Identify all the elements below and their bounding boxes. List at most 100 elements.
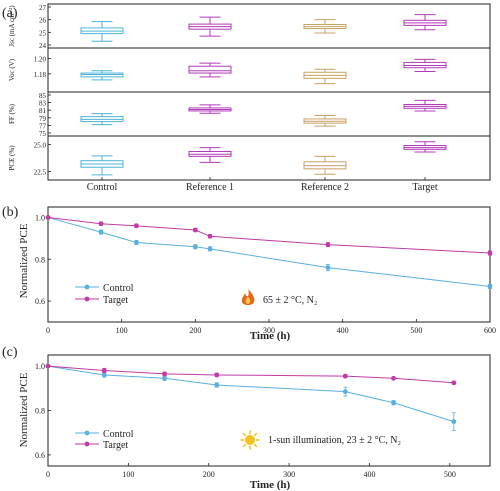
category-label-reference-1: Reference 1 (186, 182, 234, 193)
data-point-control (162, 375, 167, 381)
panel-b-xlabel: Time (h) (250, 330, 291, 342)
subplot-ylabel: Jsc (mA cm⁻²) (8, 5, 16, 47)
legend-marker-target (84, 441, 90, 447)
panel-c-line-chart: 0 100 200 300 400 500 0.6 0.8 1.0 (35, 354, 491, 479)
subplot-ylabel: PCE (%) (8, 145, 16, 171)
y-tick-label: 25.0 (34, 141, 47, 149)
legend-marker-target (84, 296, 90, 302)
x-tick-label: 300 (263, 326, 275, 335)
data-point-target (101, 368, 107, 373)
sun-ray (253, 443, 258, 448)
data-point-target (391, 375, 396, 381)
y-tick-label: 27 (39, 4, 47, 12)
flame-shape (241, 289, 255, 305)
x-tick-label: 200 (189, 326, 201, 335)
series-line-control (47, 216, 491, 287)
data-point-control (342, 389, 348, 395)
data-point-target (45, 363, 51, 369)
data-point-control (101, 372, 107, 378)
x-tick-label: 200 (203, 470, 215, 479)
y-tick-label: 79 (39, 115, 47, 123)
data-point-target (451, 380, 457, 386)
x-tick-label: 400 (337, 326, 349, 335)
data-point-target (192, 227, 198, 233)
data-point-target (207, 233, 213, 239)
panel-b-ylabel: Normalized PCE (18, 223, 30, 298)
y-tick-label: 77 (39, 122, 47, 130)
data-point-control (214, 382, 220, 388)
sun-ray (253, 432, 258, 437)
data-point-control (391, 400, 396, 406)
data-point-control (451, 419, 457, 424)
y-tick-label: 85 (39, 92, 47, 100)
panel-b-legend-target: Target (103, 295, 128, 306)
x-tick-label: 100 (122, 470, 134, 479)
x-tick-label: 500 (410, 326, 422, 335)
data-point-target (325, 242, 331, 248)
y-tick-label: 0.6 (35, 451, 45, 460)
y-tick-label: 0.8 (35, 407, 45, 416)
data-point-target (134, 223, 139, 229)
legend-marker-control (84, 430, 90, 436)
panel-c-label: (c) (2, 345, 18, 360)
y-tick-label: 0.6 (35, 297, 45, 306)
x-tick-label: 600 (484, 326, 496, 335)
panel-c-ylabel: Normalized PCE (18, 372, 30, 447)
subplot-frame (47, 91, 491, 137)
box-reference-1 (188, 65, 232, 74)
x-tick-label: 0 (46, 326, 50, 335)
panel-a-category-labels: Control Reference 1 Reference 2 Target (87, 182, 438, 193)
y-tick-label: 1.18 (34, 71, 47, 79)
x-tick-label: 300 (283, 470, 295, 479)
sun-disc (245, 435, 255, 445)
data-point-target (162, 371, 167, 377)
data-point-target (342, 373, 348, 379)
sun-ray (242, 443, 247, 448)
panel-b-line-chart: 0 100 200 300 400 500 600 0.6 0.8 1.0 (35, 206, 496, 335)
subplot-frame (47, 3, 491, 49)
sun-icon (240, 430, 260, 450)
x-tick-label: 500 (444, 470, 456, 479)
panel-b-legend-control: Control (103, 283, 134, 294)
y-tick-label: 1.0 (35, 213, 45, 222)
y-tick-label: 81 (39, 107, 47, 115)
data-point-control (325, 265, 331, 271)
category-label-control: Control (87, 182, 118, 193)
data-point-control (134, 240, 139, 245)
data-point-target (98, 221, 104, 227)
flame-icon (241, 289, 255, 305)
x-tick-label: 100 (116, 326, 128, 335)
subplot-frame (47, 47, 491, 93)
legend-marker-control (84, 284, 90, 290)
y-tick-label: 24 (39, 42, 47, 50)
y-tick-label: 83 (39, 100, 47, 108)
data-point-control (487, 284, 493, 289)
y-tick-label: 1.0 (35, 362, 45, 371)
flame-core (245, 297, 251, 304)
category-label-target: Target (412, 182, 437, 193)
panel-c-legend-target: Target (103, 440, 128, 451)
data-point-target (214, 372, 220, 378)
panel-a-boxplots: 24 25 26 27 Jsc (mA cm⁻²) 1.18 1.20 Voc (V) 7577… (8, 3, 491, 181)
y-tick-label: 26 (39, 17, 47, 25)
subplot-ylabel: FF (%) (8, 103, 16, 124)
panel-b-label: (b) (2, 205, 19, 220)
series-line-control (47, 365, 454, 423)
data-point-control (192, 244, 198, 250)
panel-c-annotation: 1-sun illumination, 23 ± 2 °C, N₂ (268, 435, 401, 446)
panel-a-label: (a) (2, 6, 18, 21)
y-tick-label: 22.5 (34, 169, 47, 177)
y-tick-label: 25 (39, 29, 47, 37)
y-tick-label: 1.20 (34, 56, 47, 64)
panel-c-xlabel: Time (h) (250, 479, 291, 491)
category-label-reference-2: Reference 2 (301, 182, 349, 193)
subplot-frame (47, 135, 491, 181)
panel-b-annotation: 65 ± 2 °C, N₂ (263, 295, 317, 306)
data-point-target (45, 215, 51, 220)
y-tick-label: 75 (39, 130, 47, 138)
panel-c-legend-control: Control (103, 429, 134, 440)
subplot-ylabel: Voc (V) (8, 58, 16, 81)
x-tick-label: 0 (46, 470, 50, 479)
data-point-control (207, 246, 213, 252)
